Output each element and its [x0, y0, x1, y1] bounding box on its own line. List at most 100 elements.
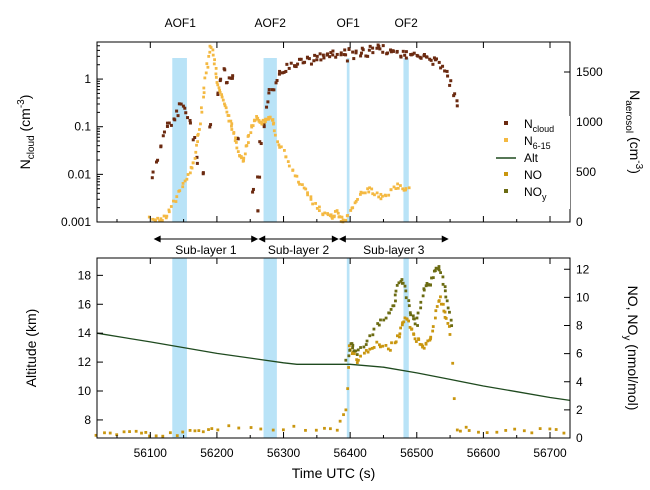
n615-point [321, 213, 325, 217]
no-point [530, 431, 534, 435]
n615-point [349, 209, 353, 212]
no-point [435, 305, 439, 308]
n615-point [286, 160, 290, 163]
n615-point [268, 116, 272, 119]
ncloud-point [328, 55, 332, 59]
ncloud-point [431, 62, 435, 66]
n615-point [245, 144, 249, 147]
n615-point [167, 210, 171, 214]
n615-point [215, 81, 219, 84]
top-left-tick-label: 0.001 [61, 215, 91, 229]
n615-point [363, 191, 367, 195]
ncloud-point [258, 175, 262, 179]
no-point [477, 430, 480, 434]
noy-point [347, 354, 351, 358]
text-labels: AOF1 AOF2 OF1 OF2 Ncloud (cm-3) Naerosol (cm-… [16, 16, 644, 481]
ncloud-point [272, 88, 276, 92]
no-point [281, 428, 285, 432]
ncloud-point [267, 88, 271, 92]
x-axis-label: Time UTC (s) [292, 465, 375, 481]
ncloud-point [364, 54, 368, 58]
n615-point [353, 201, 357, 205]
noy-point [392, 304, 396, 308]
n615-point [368, 186, 371, 190]
n615-point [358, 193, 362, 196]
ncloud-point [162, 130, 166, 134]
noy-point [445, 299, 449, 303]
noy-point [448, 310, 451, 314]
n615-point [279, 145, 283, 149]
bottom-panel-series [94, 265, 571, 438]
noy-point [356, 348, 360, 352]
noy-point [348, 348, 352, 352]
n615-point [214, 75, 218, 79]
ncloud-point [230, 76, 234, 80]
no-point [115, 433, 119, 437]
ncloud-point [351, 50, 355, 54]
no-point [429, 337, 432, 341]
ncloud-point [443, 69, 447, 73]
ncloud-point [313, 53, 317, 57]
bottom-right-tick-label: 6 [576, 347, 583, 361]
no-point [554, 428, 558, 431]
n615-point [230, 128, 234, 131]
n615-point [387, 193, 391, 197]
no-point [451, 361, 455, 365]
n615-point [156, 216, 160, 220]
ncloud-point [278, 69, 282, 73]
ncloud-point [176, 114, 180, 118]
ncloud-point [289, 61, 293, 65]
no-point [418, 342, 422, 346]
noy-point [431, 276, 435, 280]
n615-point [147, 215, 151, 219]
n615-point [267, 116, 270, 119]
no-point [366, 350, 370, 354]
n615-point [188, 171, 192, 175]
n615-point [339, 220, 343, 223]
noy-point [368, 334, 372, 338]
ncloud-point [389, 50, 393, 54]
n615-point [407, 186, 411, 190]
ncloud-point [201, 172, 205, 176]
n615-point [351, 206, 355, 210]
no-point [437, 299, 441, 303]
event-band-bottom [346, 258, 350, 438]
n615-point [233, 139, 237, 143]
no-point [351, 351, 355, 354]
bottom-right-tick-label: 2 [576, 403, 583, 417]
ncloud-point [256, 209, 260, 213]
n615-point [379, 192, 383, 196]
ncloud-point [359, 51, 363, 55]
ncloud-point [188, 118, 192, 122]
ncloud-point [175, 109, 179, 113]
n615-point [218, 91, 222, 94]
n615-point [167, 208, 171, 212]
ncloud-point [399, 55, 403, 59]
ncloud-point [191, 138, 195, 142]
no-point [408, 325, 412, 329]
n615-point [252, 119, 256, 123]
ncloud-point [381, 50, 385, 54]
no-point [344, 408, 348, 412]
noy-point [411, 314, 415, 318]
no-point [420, 343, 424, 347]
noy-point [415, 316, 419, 320]
noy-point [404, 289, 408, 293]
noy-point [419, 306, 423, 310]
noy-point [449, 318, 453, 322]
event-band-bottom [263, 258, 277, 438]
no-point [384, 344, 388, 347]
ncloud-point [275, 79, 279, 83]
n615-point [361, 191, 365, 195]
no-point [443, 310, 447, 314]
ncloud-point [391, 49, 395, 53]
n615-point [250, 125, 254, 129]
noy-point [350, 342, 354, 345]
axes: 56100 56200 56300 56400 56500 56600 56700 0.001… [61, 41, 603, 460]
ncloud-point [329, 51, 333, 55]
ncloud-point [167, 121, 171, 125]
n615-point [306, 193, 309, 197]
no-point [446, 322, 450, 325]
ncloud-point [319, 58, 323, 62]
no-point [417, 338, 421, 341]
